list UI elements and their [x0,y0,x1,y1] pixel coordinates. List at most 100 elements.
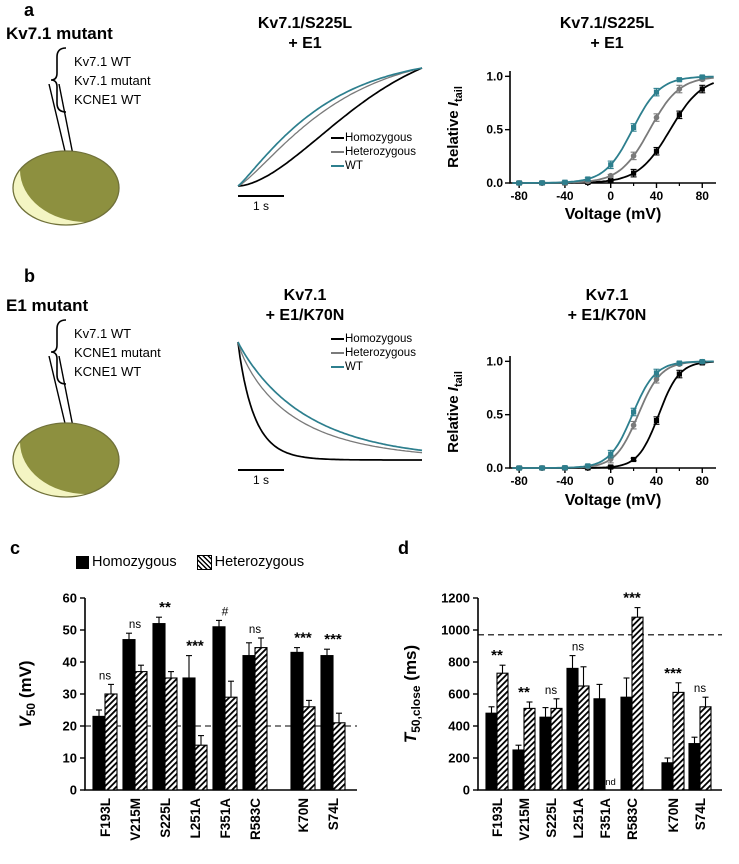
svg-text:800: 800 [448,655,470,670]
brace-icon [50,319,67,385]
legend-item: Homozygous [331,131,416,145]
legend-item: Heterozygous [331,145,416,159]
svg-text:400: 400 [448,719,470,734]
svg-text:50: 50 [63,623,77,638]
svg-text:F193L: F193L [98,798,113,837]
svg-text:0: 0 [463,783,470,798]
svg-text:200: 200 [448,751,470,766]
svg-text:**: ** [159,599,171,616]
svg-text:L251A: L251A [571,798,586,839]
gv-plot-a: 0.0 0.5 1.0 -80 -40 0 40 80 [486,69,716,203]
ylabel-text: Relative [445,106,462,168]
svg-text:0: 0 [607,189,614,203]
ylabel-text: Relative [445,391,462,453]
v50-bar-chart: 0 10 20 30 40 50 60 V50 (mV) ns F193L ns V215M ** S22… [16,591,357,841]
svg-text:S74L: S74L [326,798,341,830]
svg-text:-80: -80 [510,189,528,203]
legend-label: WT [345,361,363,373]
bar-legend: Homozygous Heterozygous [76,554,304,570]
brace-icon [50,47,67,113]
legend-label: Homozygous [345,333,413,345]
svg-text:-40: -40 [556,189,574,203]
trace-title-b-line1: Kv7.1 [283,287,327,304]
trace-title-b-line2: + E1/K70N [265,307,345,324]
svg-text:60: 60 [63,591,77,606]
svg-text:0: 0 [607,474,614,488]
svg-text:#: # [222,604,229,618]
svg-text:0: 0 [70,783,77,798]
svg-text:**: ** [491,647,503,664]
legend-label: Homozygous [345,132,413,144]
svg-text:1200: 1200 [441,591,470,606]
ylabel-symbol: I [445,387,462,392]
ylabel-subscript: tail [453,86,465,103]
pipette-line-icon [58,356,75,433]
svg-text:ns: ns [694,683,706,695]
svg-text:40: 40 [650,474,664,488]
oocyte-outline [12,150,120,226]
injection-list-a: Kv7.1 WT Kv7.1 mutant KCNE1 WT [74,52,151,109]
legend-label: Heterozygous [345,347,416,359]
svg-text:L251A: L251A [188,798,203,839]
gv-title-a-line2: + E1 [590,35,624,52]
legend-item: WT [331,360,416,374]
svg-text:***: *** [294,630,312,647]
svg-text:F351A: F351A [598,798,613,839]
oocyte-schematic-b [12,356,120,498]
oocyte-animal-pole [20,151,119,222]
line-sample-icon [331,351,344,355]
oocyte-animal-pole [20,423,119,494]
svg-text:1 s: 1 s [253,199,269,213]
pipette-line-icon [58,84,75,161]
gv-title-b-line1: Kv7.1 [585,287,629,304]
svg-text:40: 40 [650,189,664,203]
legend-item: Heterozygous [331,346,416,360]
legend-label: Heterozygous [214,554,305,570]
legend-item: WT [331,159,416,173]
svg-text:-40: -40 [556,474,574,488]
injection-item: KCNE1 WT [74,92,142,107]
ylabel-subscript: tail [453,371,465,388]
svg-text:***: *** [623,590,641,607]
svg-text:30: 30 [63,687,77,702]
trace-plot-a: 1 s [237,67,423,213]
svg-text:ns: ns [249,624,261,636]
gv-xlabel-b: Voltage (mV) [564,492,662,509]
svg-text:-80: -80 [510,474,528,488]
trace-title-a-line2: + E1 [288,35,322,52]
svg-text:1.0: 1.0 [486,69,503,83]
trace-plot-b: 1 s [237,341,423,487]
svg-text:1.0: 1.0 [486,354,503,368]
svg-text:V50 (mV): V50 (mV) [16,660,38,727]
trace-legend-b: Homozygous Heterozygous WT [331,332,416,374]
svg-text:0.5: 0.5 [486,408,503,422]
gv-plot-b: 0.0 0.5 1.0 -80 -40 0 40 80 [486,354,716,488]
svg-text:S74L: S74L [693,798,708,830]
svg-text:V215M: V215M [128,798,143,841]
injection-item: Kv7.1 mutant [74,73,151,88]
injection-item: KCNE1 mutant [74,345,161,360]
trace-title-a-line1: Kv7.1/S225L [257,15,353,32]
svg-text:***: *** [186,638,204,655]
legend-label: Homozygous [92,554,177,570]
svg-text:80: 80 [696,189,710,203]
svg-text:0.0: 0.0 [486,461,503,475]
schematic-title-a: Kv7.1 mutant [6,24,113,43]
line-sample-icon [331,136,344,140]
panel-letter-b: b [24,266,35,286]
svg-text:F351A: F351A [218,798,233,839]
schematic-title-b: E1 mutant [6,296,89,315]
panel-letter-c: c [10,538,21,558]
oocyte-outline [12,422,120,498]
svg-text:***: *** [664,665,682,682]
gv-ylabel-b: Relative Itail [445,327,465,497]
svg-text:T50,close (ms): T50,close (ms) [401,645,423,743]
legend-item: Homozygous [331,332,416,346]
legend-label: Heterozygous [345,146,416,158]
gv-title-b-line2: + E1/K70N [567,307,647,324]
svg-text:0.5: 0.5 [486,123,503,137]
svg-text:S225L: S225L [544,798,559,838]
gv-ylabel-a: Relative Itail [445,42,465,212]
svg-text:80: 80 [696,474,710,488]
